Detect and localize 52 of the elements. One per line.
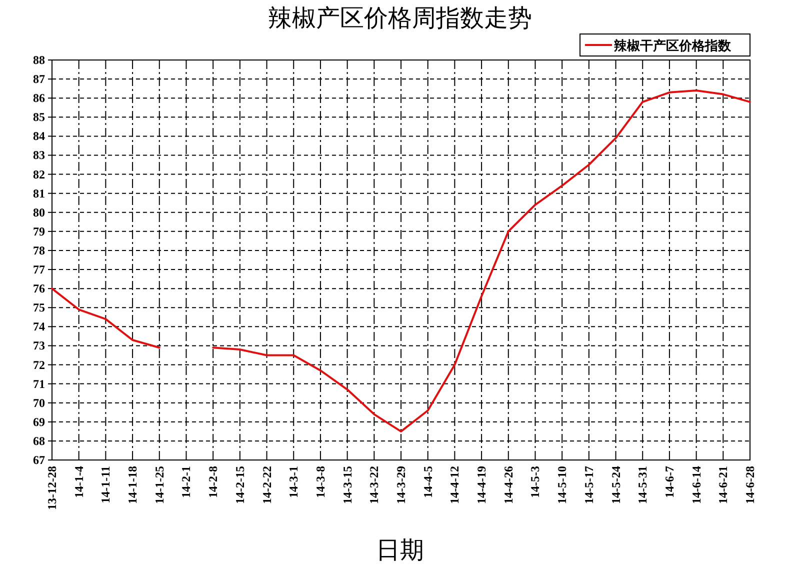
x-tick-label: 14-6-14	[689, 466, 704, 504]
x-tick-label: 14-3-22	[367, 466, 382, 504]
y-tick-label: 67	[33, 453, 45, 467]
x-tick-label: 14-6-21	[716, 466, 730, 504]
y-tick-label: 73	[33, 338, 45, 353]
y-tick-label: 83	[33, 148, 45, 162]
x-tick-label: 14-2-1	[179, 466, 194, 498]
x-tick-label: 14-3-15	[340, 466, 354, 504]
y-tick-label: 85	[33, 110, 45, 124]
legend-label: 辣椒干产区价格指数	[613, 38, 732, 53]
y-tick-label: 80	[33, 205, 45, 220]
y-tick-label: 81	[33, 186, 45, 200]
x-tick-label: 14-4-19	[474, 466, 489, 504]
x-tick-label: 14-5-31	[636, 466, 650, 504]
x-tick-label: 13-12-28	[45, 466, 59, 510]
y-tick-label: 76	[33, 282, 45, 296]
x-tick-label: 14-6-7	[662, 466, 676, 498]
x-tick-label: 14-3-29	[394, 466, 408, 504]
y-tick-label: 82	[33, 167, 45, 182]
x-tick-label: 14-2-8	[206, 466, 220, 498]
x-tick-label: 14-6-28	[743, 466, 757, 504]
y-tick-label: 68	[33, 434, 45, 448]
x-tick-label: 14-5-10	[555, 466, 570, 504]
x-tick-label: 14-5-3	[528, 466, 542, 498]
y-tick-label: 72	[33, 358, 45, 372]
x-tick-label: 14-4-26	[501, 466, 516, 504]
y-tick-label: 78	[33, 243, 45, 258]
x-tick-label: 14-4-5	[420, 466, 435, 498]
y-tick-label: 88	[33, 53, 45, 67]
y-tick-label: 69	[33, 414, 45, 429]
chart-title: 辣椒产区价格周指数走势	[268, 5, 532, 32]
x-tick-label: 14-4-12	[448, 466, 462, 504]
x-tick-label: 14-3-8	[313, 466, 328, 498]
y-tick-label: 75	[33, 300, 45, 315]
x-tick-label: 14-1-25	[152, 466, 166, 504]
x-tick-label: 14-5-24	[608, 466, 623, 504]
y-tick-label: 74	[33, 320, 45, 334]
x-tick-label: 14-2-15	[232, 466, 247, 504]
x-tick-label: 14-5-17	[582, 466, 596, 504]
y-tick-label: 77	[33, 262, 45, 277]
x-tick-label: 14-3-1	[286, 466, 301, 498]
x-axis-title: 日期	[376, 538, 424, 564]
y-tick-label: 86	[33, 91, 45, 106]
x-tick-label: 14-2-22	[260, 466, 274, 504]
x-tick-label: 14-1-18	[126, 466, 140, 504]
y-tick-label: 79	[33, 224, 45, 238]
y-tick-label: 71	[33, 376, 45, 391]
x-tick-label: 14-1-11	[98, 466, 113, 504]
y-tick-label: 70	[33, 396, 45, 410]
y-tick-label: 84	[33, 129, 45, 144]
y-tick-label: 87	[33, 72, 45, 86]
x-tick-label: 14-1-4	[72, 466, 86, 498]
